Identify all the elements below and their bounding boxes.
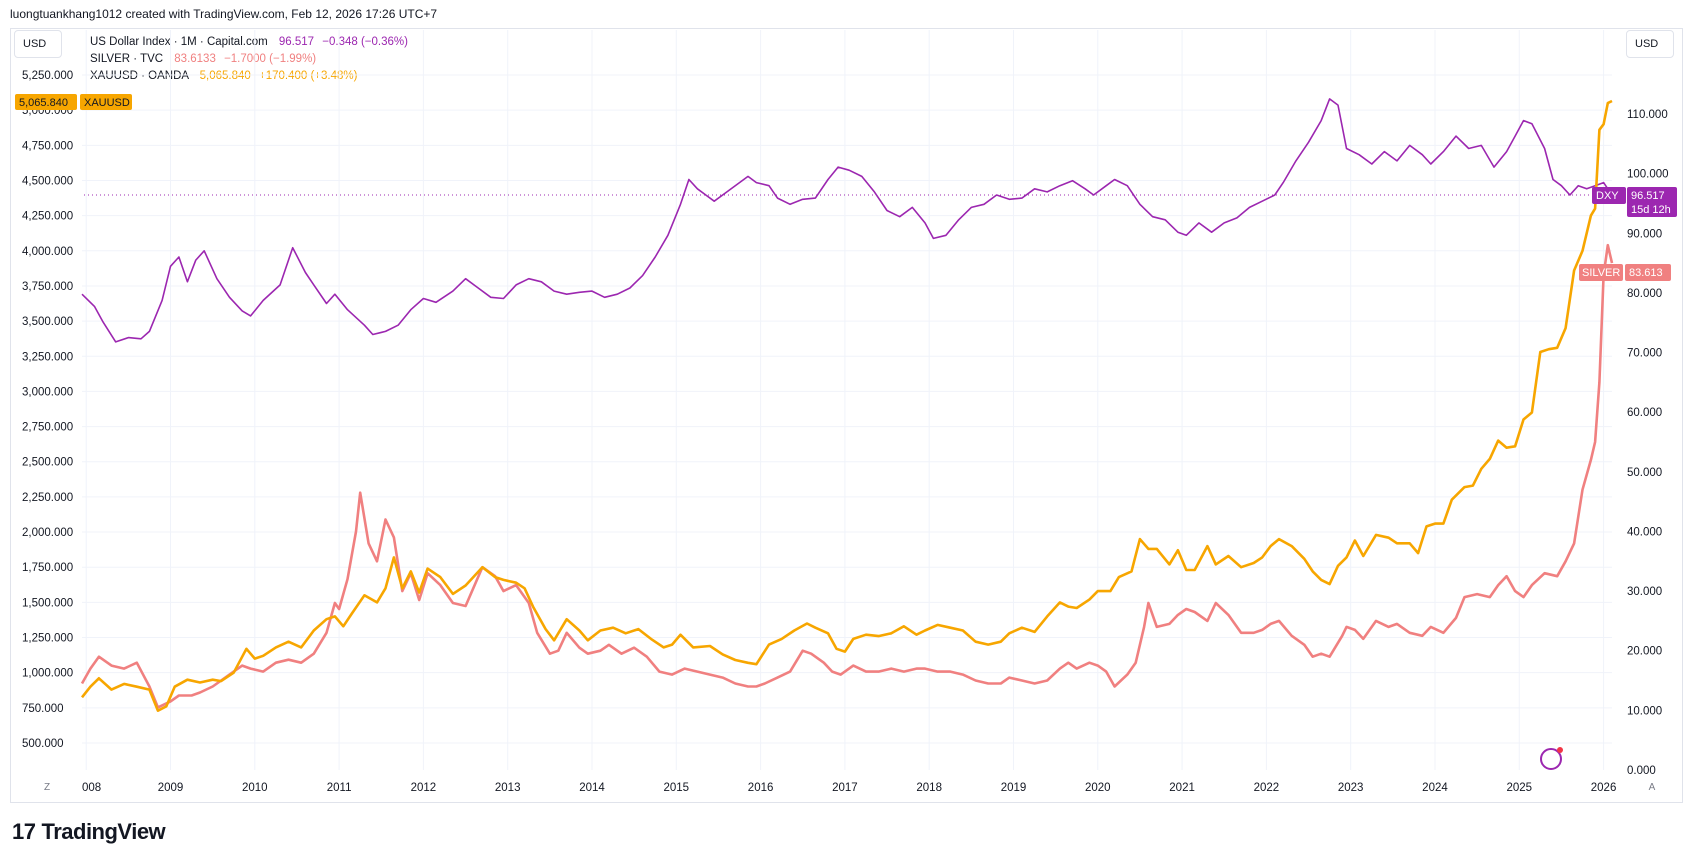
series-line-xauusd xyxy=(80,99,1613,712)
grid-lines xyxy=(82,30,1612,770)
left-axis-tick: 4,750.000 xyxy=(22,140,73,152)
legend-silver-name: SILVER · TVC xyxy=(90,53,164,65)
left-axis-tick: 1,000.000 xyxy=(22,668,73,680)
right-price-axis: 110.000 100.000 90.000 80.000 70.000 60.000 50… xyxy=(1627,109,1669,777)
dxy-value-tag-text: 96.517 xyxy=(1631,190,1665,202)
auto-scale-toggle[interactable]: A xyxy=(1648,782,1656,793)
time-axis-tick: 2015 xyxy=(664,782,690,794)
flash-icon[interactable] xyxy=(1540,747,1563,770)
time-axis-tick: 2019 xyxy=(1001,782,1027,794)
dxy-value-tag-bg xyxy=(1627,187,1677,217)
silver-value-tag-bg xyxy=(1625,264,1671,281)
left-axis-tick: 2,250.000 xyxy=(22,492,73,504)
tradingview-mark-icon: 17 xyxy=(12,819,36,844)
tradingview-wordmark: TradingView xyxy=(41,819,166,844)
left-axis-tick: 4,500.000 xyxy=(22,175,73,187)
left-axis-tick: 3,750.000 xyxy=(22,281,73,293)
dxy-label-tag-text: DXY xyxy=(1596,190,1619,202)
left-axis-tick: 1,250.000 xyxy=(22,633,73,645)
left-axis-tick: 3,250.000 xyxy=(22,351,73,363)
right-axis-tick: 50.000 xyxy=(1627,467,1662,479)
timezone-toggle[interactable]: Z xyxy=(43,782,51,793)
time-axis-tick: 2025 xyxy=(1506,782,1532,794)
left-axis-tick: 4,000.000 xyxy=(22,246,73,258)
right-axis-tick: 0.000 xyxy=(1627,765,1656,777)
left-axis-tick: 4,250.000 xyxy=(22,211,73,223)
left-axis-tick: 1,750.000 xyxy=(22,562,73,574)
right-axis-tick: 100.000 xyxy=(1627,169,1669,181)
left-axis-tick: 1,500.000 xyxy=(22,597,73,609)
time-axis-tick: 2020 xyxy=(1085,782,1111,794)
xau-label-tag-bg xyxy=(80,94,132,110)
time-axis-tick: 2010 xyxy=(242,782,268,794)
xau-label-tag-text: XAUUSD xyxy=(84,97,130,109)
right-axis-tick: 80.000 xyxy=(1627,288,1662,300)
right-axis-tick: 40.000 xyxy=(1627,526,1662,538)
silver-price-tag: SILVER 83.613 xyxy=(1579,264,1671,281)
silver-value-tag-text: 83.613 xyxy=(1629,267,1663,279)
time-axis-tick: 2013 xyxy=(495,782,521,794)
left-axis-tick: 2,000.000 xyxy=(22,527,73,539)
series-lines xyxy=(80,98,1615,712)
left-unit-button[interactable]: USD xyxy=(14,30,62,58)
dxy-label-tag-bg xyxy=(1592,187,1626,204)
xau-price-tag: 5,065.840 XAUUSD xyxy=(15,94,132,110)
time-axis-tick: 2017 xyxy=(832,782,858,794)
left-axis-tick: 3,500.000 xyxy=(22,316,73,328)
legend-dxy-name: US Dollar Index · 1M · Capital.com xyxy=(90,36,268,48)
legend-xau-change: +170.400 (+3.48%) xyxy=(259,70,358,82)
xau-price-tag-text: 5,065.840 xyxy=(19,97,68,109)
right-axis-tick: 10.000 xyxy=(1627,705,1662,717)
chart-attribution: luongtuankhang1012 created with TradingV… xyxy=(10,7,438,21)
time-axis-tick: 2023 xyxy=(1338,782,1364,794)
silver-label-tag-text: SILVER xyxy=(1582,267,1620,279)
legend-xau-value: 5,065.840 xyxy=(199,70,251,82)
legend-dxy-change: −0.348 (−0.36%) xyxy=(322,36,408,48)
right-axis-tick: 70.000 xyxy=(1627,348,1662,360)
time-axis-tick: 2011 xyxy=(327,782,352,794)
right-axis-tick: 30.000 xyxy=(1627,586,1662,598)
time-axis-tick: 2026 xyxy=(1591,782,1617,794)
legend-dxy[interactable]: US Dollar Index · 1M · Capital.com 96.51… xyxy=(90,34,408,51)
xau-price-tag-bg xyxy=(15,94,77,110)
right-axis-tick: 110.000 xyxy=(1627,109,1668,121)
series-line-us-dollar-index xyxy=(81,98,1613,343)
tradingview-logo: 17 TradingView xyxy=(12,819,166,845)
time-axis-tick: 2016 xyxy=(748,782,774,794)
legend-silver-value: 83.6133 xyxy=(174,53,216,65)
time-axis-tick: 2012 xyxy=(411,782,437,794)
time-axis-tick: 2018 xyxy=(916,782,942,794)
silver-label-tag-bg xyxy=(1579,264,1623,281)
time-axis-tick: 2022 xyxy=(1254,782,1280,794)
left-axis-tick: 5,250.000 xyxy=(22,70,73,82)
time-axis-tick: 2014 xyxy=(579,782,605,794)
time-axis-tick: 2024 xyxy=(1422,782,1448,794)
dxy-price-tag: DXY 96.517 15d 12h xyxy=(1592,187,1677,217)
right-axis-tick: 90.000 xyxy=(1627,228,1662,240)
left-axis-tick: 2,500.000 xyxy=(22,457,73,469)
right-axis-tick: 60.000 xyxy=(1627,407,1662,419)
left-axis-tick: 2,750.000 xyxy=(22,422,73,434)
left-axis-tick: 3,000.000 xyxy=(22,386,73,398)
legend-xau-name: XAUUSD · OANDA xyxy=(90,70,189,82)
right-unit-button[interactable]: USD xyxy=(1626,30,1674,58)
left-price-axis: 5,250.0005,000.0004,750.0004,500.0004,25… xyxy=(22,70,73,750)
left-axis-tick: 500.000 xyxy=(22,738,64,750)
right-axis-tick: 20.000 xyxy=(1627,646,1662,658)
dxy-countdown-text: 15d 12h xyxy=(1631,204,1671,216)
time-axis: 008 2009 2010 2011 2012 2013 2014 2015 2016 2017 2… xyxy=(82,782,1616,794)
chart-frame xyxy=(10,28,1683,803)
left-axis-tick: 750.000 xyxy=(22,703,64,715)
chart-legend: US Dollar Index · 1M · Capital.com 96.51… xyxy=(90,34,408,85)
legend-silver-change: −1.7000 (−1.99%) xyxy=(224,53,317,65)
series-line-silver xyxy=(80,243,1614,709)
time-axis-tick: 2021 xyxy=(1169,782,1195,794)
legend-dxy-value: 96.517 xyxy=(278,36,315,48)
time-axis-tick: 2009 xyxy=(158,782,184,794)
legend-xau[interactable]: XAUUSD · OANDA 5,065.840 +170.400 (+3.48… xyxy=(90,68,408,85)
legend-silver[interactable]: SILVER · TVC 83.6133 −1.7000 (−1.99%) xyxy=(90,51,408,68)
time-axis-tick: 008 xyxy=(82,782,101,794)
